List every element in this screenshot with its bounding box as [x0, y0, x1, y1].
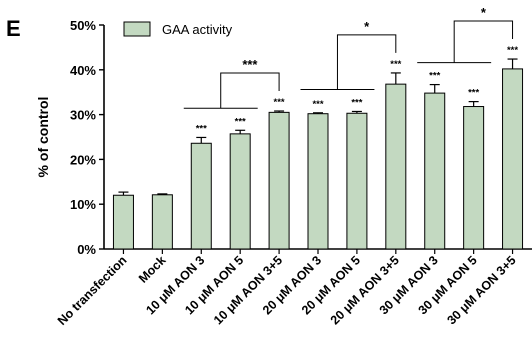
legend: GAA activity	[123, 21, 233, 37]
x-category-label: No transfection	[55, 253, 130, 328]
y-tick-label: 40%	[70, 63, 96, 78]
bracket-line	[453, 20, 514, 63]
significance-mark: ***	[274, 97, 285, 108]
x-category-label: 30 μM AON 3+5	[444, 253, 518, 327]
significance-mark: ***	[235, 116, 246, 127]
significance-mark: ***	[468, 88, 479, 99]
y-tick-label: 10%	[70, 197, 96, 212]
bar	[502, 68, 524, 250]
bar	[229, 133, 251, 250]
significance-mark: ***	[507, 45, 518, 56]
legend-swatch	[123, 21, 151, 37]
bar	[385, 83, 407, 250]
bar	[307, 113, 329, 250]
bracket-label: ***	[242, 57, 258, 72]
bar	[190, 142, 212, 250]
axes	[99, 24, 532, 254]
comparison-brackets: *****	[183, 5, 514, 109]
x-category-label: 10 μM AON 3+5	[211, 253, 285, 327]
significance-mark: ***	[351, 97, 362, 108]
bracket-label: *	[481, 5, 487, 20]
panel-letter: E	[6, 16, 21, 41]
bar	[112, 194, 134, 250]
significance-mark: ***	[390, 59, 401, 70]
x-category-label: 20 μM AON 3+5	[328, 253, 402, 327]
bracket-label: *	[364, 19, 370, 34]
bracket-line	[220, 72, 280, 109]
y-tick-label: 50%	[70, 18, 96, 33]
error-bars	[118, 58, 518, 196]
bar	[463, 106, 485, 250]
bar	[424, 92, 446, 250]
y-axis-label: % of control	[35, 97, 51, 178]
y-tick-label: 30%	[70, 108, 96, 123]
bars	[112, 68, 524, 250]
significance-mark: ***	[196, 123, 207, 134]
bracket-line	[336, 34, 397, 90]
significance-mark: ***	[429, 71, 440, 82]
legend-label: GAA activity	[162, 22, 233, 37]
bar	[268, 111, 290, 250]
bar	[346, 112, 368, 250]
y-tick-label: 0%	[77, 242, 96, 257]
significance-mark: ***	[312, 99, 323, 110]
x-category-label: Mock	[136, 253, 169, 286]
significance-marks: *** *** *** *** *** *** *** *** ***	[196, 45, 519, 134]
y-tick-label: 20%	[70, 152, 96, 167]
y-tick-labels: 0% 10% 20% 30% 40% 50%	[70, 18, 96, 257]
bar	[151, 194, 173, 250]
